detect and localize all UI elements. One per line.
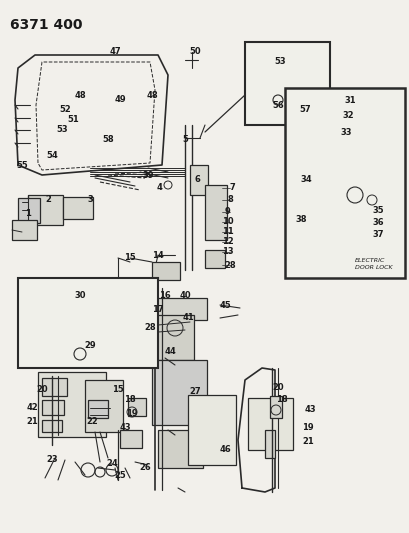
Text: 37: 37 xyxy=(371,230,382,239)
Text: 26: 26 xyxy=(139,464,151,472)
Text: 54: 54 xyxy=(46,150,58,159)
Text: 20: 20 xyxy=(36,385,48,394)
Text: 52: 52 xyxy=(59,106,71,115)
Text: 45: 45 xyxy=(218,301,230,310)
Bar xyxy=(82,340,110,358)
Text: 2: 2 xyxy=(45,196,51,205)
Text: 53: 53 xyxy=(56,125,67,134)
Text: 31: 31 xyxy=(343,96,355,105)
Bar xyxy=(264,430,274,458)
Text: 13: 13 xyxy=(222,247,233,256)
Text: 27: 27 xyxy=(189,387,200,397)
Text: 1: 1 xyxy=(25,209,31,219)
Text: 32: 32 xyxy=(341,111,353,120)
Bar xyxy=(42,420,62,432)
Bar xyxy=(42,400,64,415)
Text: 44: 44 xyxy=(164,348,175,357)
Bar xyxy=(18,278,157,368)
Text: 30: 30 xyxy=(74,290,85,300)
Text: 8: 8 xyxy=(227,196,232,205)
Text: 49: 49 xyxy=(114,95,126,104)
Text: 48: 48 xyxy=(74,91,85,100)
Text: 5: 5 xyxy=(182,135,187,144)
Text: 58: 58 xyxy=(102,135,114,144)
Text: 36: 36 xyxy=(371,218,383,227)
Bar xyxy=(12,220,37,240)
Bar xyxy=(247,398,292,450)
Text: 18: 18 xyxy=(124,395,135,405)
Text: 19: 19 xyxy=(301,424,313,432)
Text: 14: 14 xyxy=(152,251,164,260)
Text: 38: 38 xyxy=(294,215,306,224)
Bar xyxy=(152,360,207,425)
Text: 15: 15 xyxy=(124,254,135,262)
Text: 3: 3 xyxy=(87,196,93,205)
Bar xyxy=(63,197,93,219)
Text: ELECTRIC
DOOR LOCK: ELECTRIC DOOR LOCK xyxy=(354,258,392,270)
Bar xyxy=(42,378,67,396)
Text: 20: 20 xyxy=(272,384,283,392)
Text: 57: 57 xyxy=(299,106,310,115)
Bar xyxy=(28,195,63,225)
Bar xyxy=(152,315,193,360)
Bar xyxy=(204,250,225,268)
Text: 46: 46 xyxy=(218,446,230,455)
Bar xyxy=(128,398,146,416)
Text: 43: 43 xyxy=(303,406,315,415)
Text: 51: 51 xyxy=(67,116,79,125)
Bar xyxy=(157,430,202,468)
Text: 24: 24 xyxy=(106,458,118,467)
Text: 22: 22 xyxy=(86,417,98,426)
Text: 9: 9 xyxy=(225,207,230,216)
Bar xyxy=(189,165,207,195)
Text: 53: 53 xyxy=(274,58,285,67)
Text: 6371 400: 6371 400 xyxy=(10,18,82,32)
Bar xyxy=(18,198,40,223)
Text: 21: 21 xyxy=(26,417,38,426)
Bar xyxy=(75,308,93,336)
Text: 56: 56 xyxy=(272,101,283,109)
Text: 43: 43 xyxy=(119,424,130,432)
Text: 29: 29 xyxy=(84,341,96,350)
Text: 42: 42 xyxy=(26,403,38,413)
Bar xyxy=(155,298,207,320)
Bar xyxy=(88,400,108,418)
Bar xyxy=(339,175,381,223)
Text: 6: 6 xyxy=(193,175,200,184)
Text: 21: 21 xyxy=(301,438,313,447)
Text: 35: 35 xyxy=(371,206,383,215)
Text: 28: 28 xyxy=(144,324,155,333)
Bar xyxy=(188,395,236,465)
Text: 23: 23 xyxy=(46,456,58,464)
Bar xyxy=(85,380,123,432)
Text: 55: 55 xyxy=(16,160,28,169)
Bar xyxy=(204,185,227,240)
Text: 33: 33 xyxy=(339,128,351,137)
Text: 19: 19 xyxy=(126,408,137,417)
Text: 16: 16 xyxy=(159,290,171,300)
Text: 18: 18 xyxy=(276,395,287,405)
Text: 7: 7 xyxy=(229,183,234,192)
Text: 11: 11 xyxy=(222,228,233,237)
Text: 34: 34 xyxy=(299,175,311,184)
Text: 12: 12 xyxy=(222,238,233,246)
Bar xyxy=(245,42,329,125)
Bar xyxy=(120,430,142,448)
Text: 25: 25 xyxy=(114,471,126,480)
Text: 50: 50 xyxy=(189,47,200,56)
Bar xyxy=(38,372,106,437)
Text: 17: 17 xyxy=(152,305,164,314)
Text: 47: 47 xyxy=(109,47,121,56)
Text: 39: 39 xyxy=(142,171,153,180)
Text: 40: 40 xyxy=(179,290,190,300)
Text: 48: 48 xyxy=(146,91,157,100)
Text: 41: 41 xyxy=(182,313,193,322)
Text: 28: 28 xyxy=(224,261,235,270)
Bar xyxy=(152,262,180,280)
Text: 15: 15 xyxy=(112,385,124,394)
Text: 10: 10 xyxy=(222,217,233,227)
Text: 4: 4 xyxy=(157,183,162,192)
Bar xyxy=(270,396,281,418)
Bar xyxy=(284,88,404,278)
